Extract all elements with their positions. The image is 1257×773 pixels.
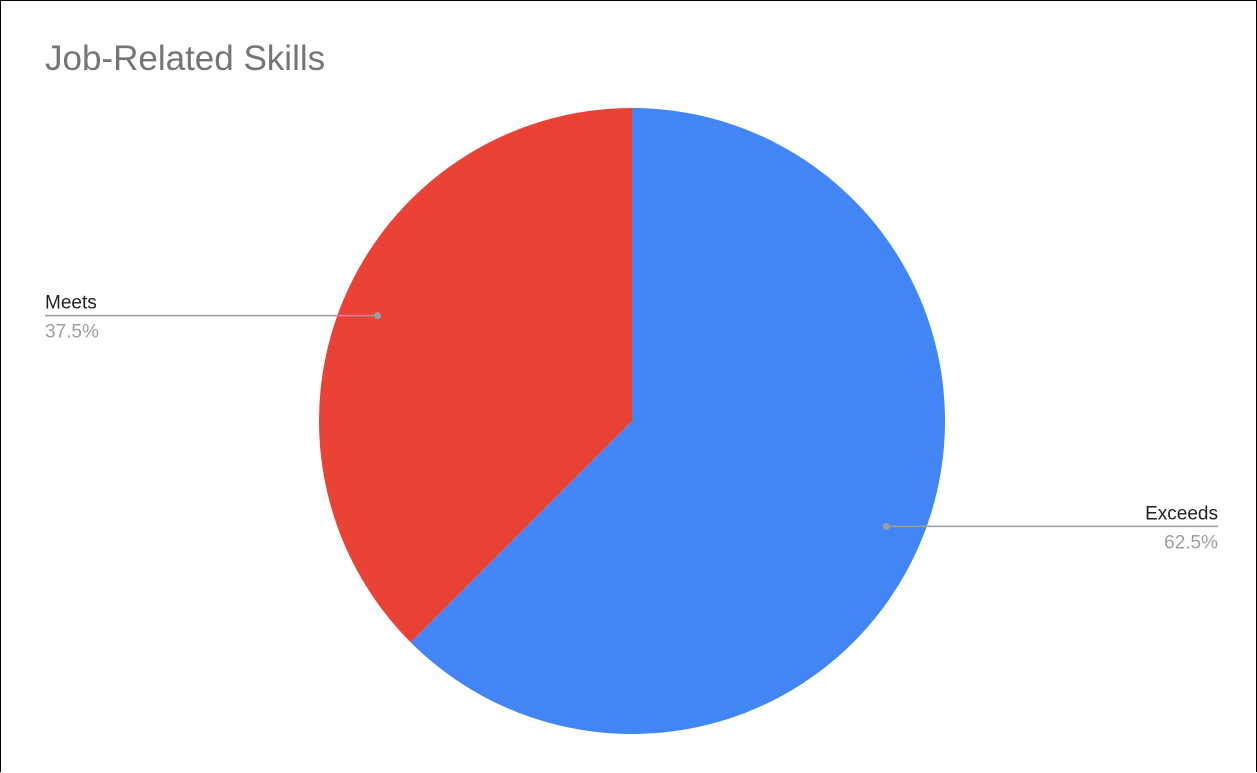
slices-layer	[318, 108, 945, 734]
slice-label-exceeds: Exceeds	[1145, 503, 1218, 524]
pie-slice-meets	[318, 108, 632, 643]
leader-dot-meets	[374, 312, 382, 320]
pie-slice-exceeds	[410, 108, 945, 734]
slice-percent-exceeds: 62.5%	[1164, 532, 1218, 553]
chart-title: Job-Related Skills	[45, 39, 326, 78]
labels-layer: Exceeds 62.5% Meets 37.5%	[45, 293, 1218, 553]
slice-label-meets: Meets	[45, 293, 97, 314]
leader-dot-exceeds	[882, 522, 890, 530]
slice-percent-meets: 37.5%	[45, 322, 99, 343]
